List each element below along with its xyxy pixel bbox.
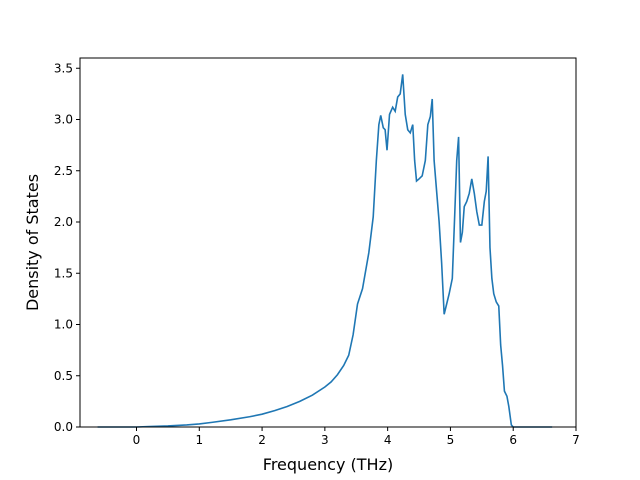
y-axis-label: Density of States [23, 174, 42, 311]
y-tick-label: 2.5 [54, 164, 73, 178]
y-tick-label: 1.0 [54, 318, 73, 332]
x-tick-label: 7 [572, 433, 580, 447]
x-tick-label: 5 [447, 433, 455, 447]
x-tick-label: 1 [195, 433, 203, 447]
plot-area [97, 74, 553, 428]
x-tick-label: 4 [384, 433, 392, 447]
y-tick-label: 0.0 [54, 420, 73, 434]
y-tick-label: 1.5 [54, 266, 73, 280]
y-tick-label: 2.0 [54, 215, 73, 229]
x-tick-label: 3 [321, 433, 329, 447]
y-axis-ticks: 0.0 0.5 1.0 1.5 2.0 2.5 3.0 3.5 [54, 61, 80, 434]
x-tick-label: 6 [509, 433, 517, 447]
x-axis-ticks: 0 1 2 3 4 5 6 7 [133, 427, 580, 447]
x-tick-label: 0 [133, 433, 141, 447]
dos-series-line [97, 74, 553, 428]
x-axis-label: Frequency (THz) [263, 455, 393, 474]
y-tick-label: 3.5 [54, 61, 73, 75]
x-tick-label: 2 [258, 433, 266, 447]
axes-frame [79, 57, 577, 428]
y-tick-label: 3.0 [54, 113, 73, 127]
y-tick-label: 0.5 [54, 369, 73, 383]
